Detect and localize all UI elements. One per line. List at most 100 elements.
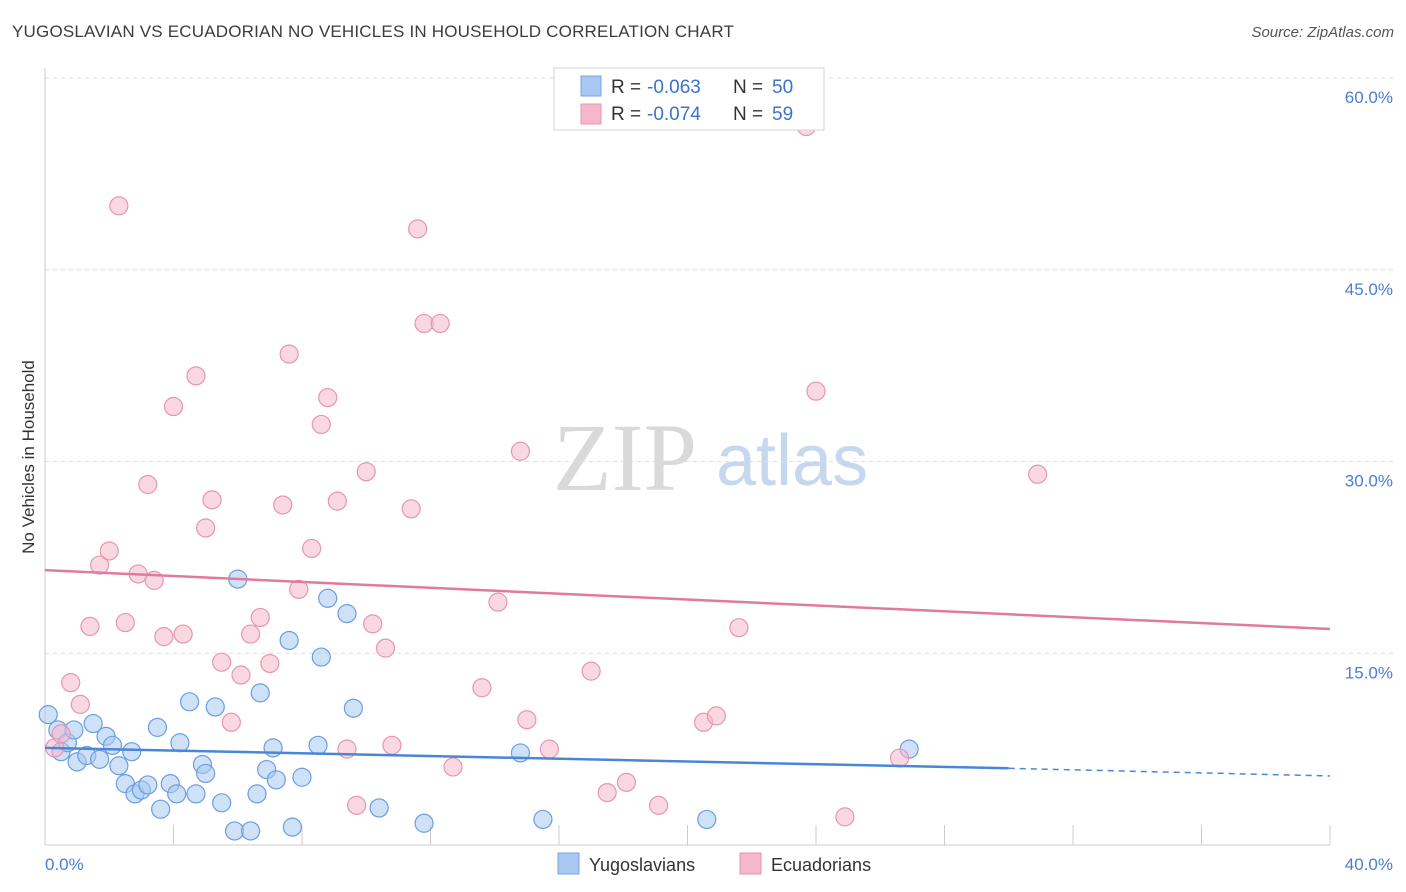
- data-point-ecuadorian: [289, 579, 309, 599]
- data-point-ecuadorian: [356, 462, 376, 482]
- legend-r-label-1: R =: [611, 77, 641, 98]
- data-point-ecuadorian: [221, 712, 241, 732]
- data-point-ecuadorian: [318, 387, 338, 408]
- y-tick-label: 30.0%: [1345, 472, 1393, 491]
- data-point-ecuadorian: [1028, 464, 1048, 484]
- data-point-ecuadorian: [109, 196, 129, 216]
- data-point-ecuadorian: [51, 724, 71, 744]
- bottom-legend-label-yugoslavians: Yugoslavians: [589, 855, 695, 875]
- data-point-ecuadorian: [90, 555, 110, 575]
- data-point-ecuadorian: [80, 616, 100, 637]
- data-point-yugoslavian: [147, 717, 168, 737]
- data-point-yugoslavian: [292, 767, 312, 787]
- data-point-yugoslavian: [414, 813, 434, 833]
- x-tick-label-min: 0.0%: [45, 855, 84, 874]
- data-point-yugoslavian: [122, 742, 142, 762]
- series-ecuadorians: [45, 116, 1048, 827]
- data-point-ecuadorian: [581, 661, 601, 681]
- trend-line-yugoslavians: [44, 746, 1009, 770]
- gridlines: [45, 77, 1393, 654]
- bottom-legend-swatch-yugoslavians: [557, 852, 580, 875]
- x-tick-label-max: 40.0%: [1345, 855, 1393, 874]
- data-point-yugoslavian: [224, 821, 245, 841]
- legend-n-label-1: N =: [733, 77, 763, 98]
- y-axis-label: No Vehicles in Household: [19, 360, 38, 554]
- data-point-ecuadorian: [327, 491, 347, 511]
- data-point-yugoslavian: [282, 817, 302, 837]
- data-point-yugoslavian: [138, 775, 158, 795]
- data-point-yugoslavian: [186, 784, 206, 804]
- data-point-ecuadorian: [363, 614, 383, 634]
- data-point-yugoslavian: [318, 588, 338, 608]
- data-point-ecuadorian: [488, 592, 508, 612]
- source-label: Source: ZipAtlas.com: [1251, 24, 1394, 41]
- data-point-yugoslavian: [179, 692, 200, 712]
- data-point-yugoslavian: [308, 735, 328, 755]
- data-point-yugoslavian: [38, 705, 58, 725]
- legend-swatch-yugoslavians: [580, 75, 602, 97]
- data-point-ecuadorian: [279, 344, 299, 364]
- data-point-yugoslavian: [102, 735, 123, 755]
- data-point-yugoslavian: [196, 763, 216, 784]
- data-point-yugoslavian: [241, 821, 261, 841]
- data-point-yugoslavian: [337, 604, 357, 624]
- data-point-ecuadorian: [260, 653, 280, 674]
- legend-box: R = -0.063 N = 50 R = -0.074 N = 59: [553, 67, 825, 131]
- data-point-ecuadorian: [154, 627, 174, 647]
- data-point-ecuadorian: [597, 782, 617, 803]
- x-axis-ticks: [173, 825, 1331, 845]
- data-point-yugoslavian: [263, 738, 283, 758]
- data-point-yugoslavian: [533, 809, 553, 830]
- bottom-legend-swatch-ecuadorians: [739, 852, 762, 875]
- data-point-ecuadorian: [401, 499, 421, 519]
- data-point-yugoslavian: [90, 749, 110, 769]
- data-point-yugoslavian: [311, 647, 331, 667]
- data-point-yugoslavian: [167, 784, 187, 804]
- data-point-ecuadorian: [706, 706, 727, 726]
- data-point-ecuadorian: [70, 694, 90, 714]
- watermark-zip: ZIP: [553, 404, 697, 511]
- trend-lines: [44, 568, 1331, 777]
- data-point-ecuadorian: [729, 618, 749, 638]
- data-point-ecuadorian: [138, 474, 158, 495]
- y-axis-tick-labels: 15.0% 30.0% 45.0% 60.0%: [1345, 88, 1393, 682]
- data-point-ecuadorian: [99, 541, 119, 561]
- data-point-ecuadorian: [375, 638, 396, 658]
- legend-n-value-1: 50: [772, 77, 793, 98]
- data-point-ecuadorian: [250, 607, 270, 628]
- data-point-ecuadorian: [347, 795, 367, 815]
- data-point-ecuadorian: [231, 665, 251, 685]
- data-point-yugoslavian: [247, 784, 267, 804]
- data-point-ecuadorian: [539, 739, 559, 759]
- data-point-ecuadorian: [241, 624, 261, 644]
- data-point-ecuadorian: [835, 807, 855, 827]
- data-point-ecuadorian: [648, 795, 669, 815]
- y-tick-label: 15.0%: [1345, 663, 1393, 682]
- data-point-ecuadorian: [472, 678, 492, 698]
- data-point-ecuadorian: [273, 495, 293, 515]
- data-point-ecuadorian: [510, 441, 531, 461]
- data-point-yugoslavian: [369, 798, 389, 818]
- legend-swatch-ecuadorians: [580, 103, 602, 125]
- data-point-ecuadorian: [115, 612, 135, 633]
- data-point-ecuadorian: [61, 673, 81, 693]
- legend-n-value-2: 59: [772, 104, 793, 125]
- data-point-yugoslavian: [170, 733, 190, 753]
- data-point-ecuadorian: [186, 366, 206, 386]
- data-point-ecuadorian: [616, 772, 637, 792]
- data-point-ecuadorian: [889, 748, 910, 768]
- data-point-yugoslavian: [212, 793, 232, 813]
- data-point-ecuadorian: [163, 396, 184, 417]
- legend-r-value-1: -0.063: [647, 77, 701, 98]
- legend-r-label-2: R =: [611, 104, 641, 125]
- data-point-yugoslavian: [83, 713, 103, 734]
- data-point-yugoslavian: [205, 697, 225, 717]
- data-point-ecuadorian: [173, 624, 193, 644]
- y-tick-label: 60.0%: [1345, 88, 1393, 107]
- bottom-legend: Yugoslavians Ecuadorians: [557, 852, 871, 875]
- series-yugoslavians: [38, 569, 919, 841]
- data-point-ecuadorian: [382, 735, 402, 755]
- data-point-ecuadorian: [430, 313, 450, 334]
- data-point-ecuadorian: [202, 490, 222, 510]
- trend-line-ecuadorians: [44, 568, 1331, 631]
